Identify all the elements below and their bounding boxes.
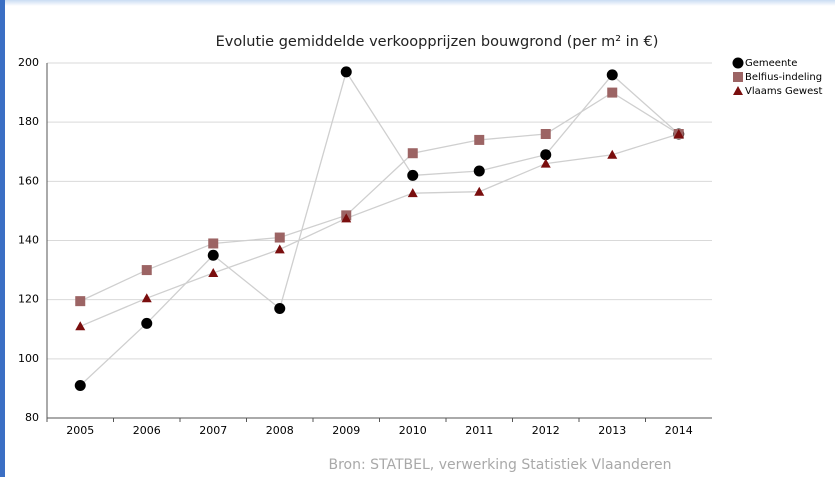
legend-label: Belfius-indeling xyxy=(745,72,822,83)
marker xyxy=(274,232,285,243)
y-tick-label: 200 xyxy=(18,56,39,69)
x-tick-label: 2013 xyxy=(598,424,626,437)
marker xyxy=(274,244,285,254)
legend-marker xyxy=(733,72,743,82)
x-tick-label: 2007 xyxy=(199,424,227,437)
marker xyxy=(75,321,86,331)
legend-label: Vlaams Gewest xyxy=(745,86,822,97)
chart: Evolutie gemiddelde verkoopprijzen bouwg… xyxy=(18,34,822,473)
y-tick-label: 100 xyxy=(18,352,39,365)
marker xyxy=(208,238,219,249)
marker xyxy=(407,148,418,159)
marker xyxy=(474,186,485,196)
y-tick-label: 140 xyxy=(18,234,39,247)
marker xyxy=(607,87,618,98)
marker xyxy=(540,129,551,139)
y-tick-label: 80 xyxy=(25,411,39,424)
marker xyxy=(473,165,485,177)
y-tick-label: 120 xyxy=(18,293,39,306)
marker xyxy=(74,379,86,391)
x-tick-label: 2012 xyxy=(532,424,560,437)
marker xyxy=(340,66,352,78)
y-tick-label: 180 xyxy=(18,115,39,128)
marker xyxy=(208,268,219,278)
marker xyxy=(607,149,618,159)
legend-label: Gemeente xyxy=(745,58,797,69)
x-tick-label: 2008 xyxy=(266,424,294,437)
y-tick-label: 160 xyxy=(18,174,39,187)
marker xyxy=(540,158,551,168)
source: Bron: STATBEL, verwerking Statistiek Vla… xyxy=(329,457,672,473)
x-tick-label: 2006 xyxy=(133,424,161,437)
x-tick-label: 2011 xyxy=(465,424,493,437)
marker xyxy=(407,169,419,181)
legend-marker xyxy=(732,57,744,69)
marker xyxy=(341,213,352,223)
marker xyxy=(141,317,153,329)
marker xyxy=(274,303,286,315)
x-tick-label: 2005 xyxy=(66,424,94,437)
marker xyxy=(407,188,418,198)
chart-title: Evolutie gemiddelde verkoopprijzen bouwg… xyxy=(216,34,659,50)
x-tick-label: 2010 xyxy=(399,424,427,437)
marker xyxy=(540,149,552,161)
series-line xyxy=(79,91,680,302)
series-line xyxy=(79,70,680,386)
marker xyxy=(474,134,485,145)
marker xyxy=(141,265,152,276)
x-tick-label: 2009 xyxy=(332,424,360,437)
marker xyxy=(141,293,152,303)
marker xyxy=(75,296,86,307)
series-line xyxy=(79,133,679,327)
x-tick-label: 2014 xyxy=(665,424,693,437)
marker xyxy=(606,69,618,81)
marker xyxy=(207,249,219,261)
marker xyxy=(673,129,684,138)
legend-marker xyxy=(733,86,743,95)
